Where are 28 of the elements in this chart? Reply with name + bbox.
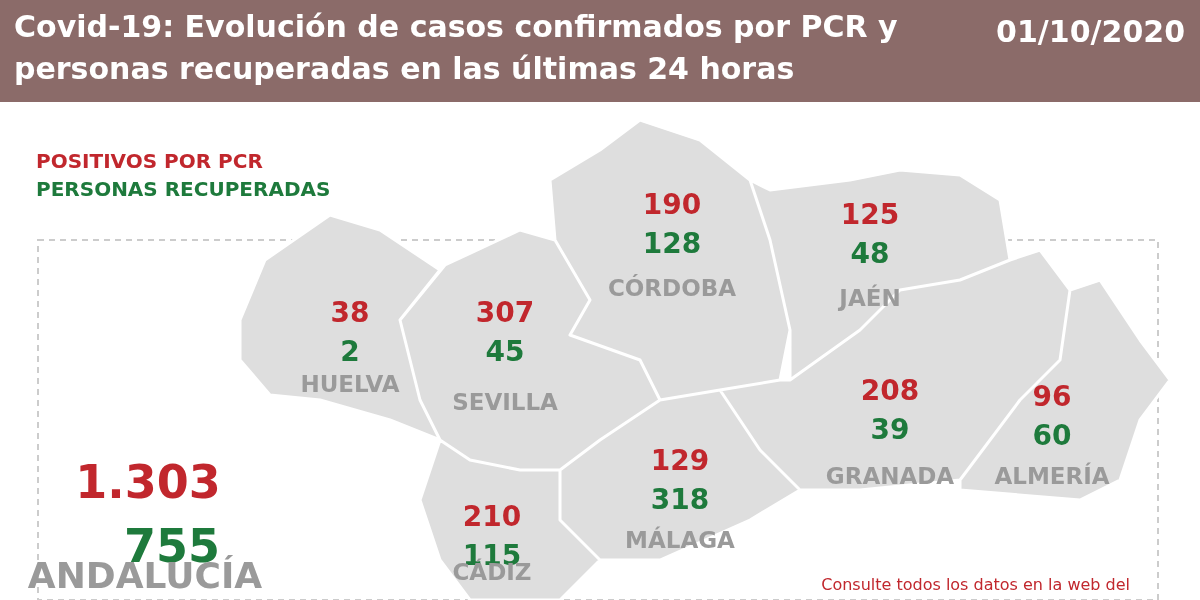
text: Covid-19: Evolución de casos confirmados por PCR y personas recuperadas en las últimas 24 horas — [14, 8, 899, 88]
data-label: 39 — [870, 413, 910, 447]
legend-label: PERSONAS RECUPERADAS — [36, 177, 331, 201]
data-label: 208 — [860, 374, 920, 407]
data-label: 38 — [330, 296, 370, 329]
data-label: 210 — [462, 500, 522, 533]
data-label: 307 — [475, 296, 535, 329]
text: 01/10/2020 — [996, 14, 1185, 49]
data-label: 190 — [642, 188, 702, 221]
category-label: CÓRDOBA — [607, 274, 737, 301]
data-label: 129 — [650, 444, 710, 477]
data-label: 128 — [642, 227, 702, 261]
category-label: GRANADA — [825, 463, 955, 489]
category-label: ALMERÍA — [994, 462, 1110, 489]
text: Consulte todos los datos en la web del — [821, 575, 1130, 594]
text: 1.303 — [75, 455, 221, 509]
data-label: 48 — [850, 237, 890, 271]
legend-label: POSITIVOS POR PCR — [36, 149, 263, 173]
data-label: 125 — [840, 198, 900, 231]
data-label: 96 — [1032, 380, 1072, 413]
category-label: JAÉN — [837, 284, 901, 311]
category-label: HUELVA — [300, 371, 400, 397]
category-label: SEVILLA — [452, 389, 559, 415]
category-label: MÁLAGA — [625, 526, 736, 553]
data-label: 45 — [485, 335, 525, 369]
data-label: 318 — [650, 483, 710, 517]
data-label: 2 — [340, 335, 360, 369]
data-label: 60 — [1032, 419, 1072, 453]
